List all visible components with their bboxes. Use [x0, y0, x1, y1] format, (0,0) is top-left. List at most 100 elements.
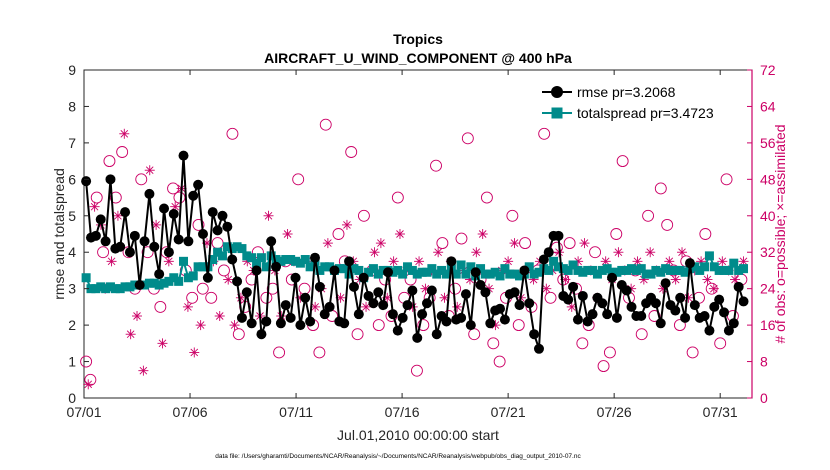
totalspread-point [719, 265, 729, 275]
obs-assimilated-point [717, 256, 728, 267]
obs-assimilated-point [683, 292, 694, 303]
totalspread-point [242, 251, 252, 261]
obs-possible-point [410, 364, 423, 377]
obs-possible-point [97, 246, 110, 259]
totalspread-point [91, 284, 101, 294]
obs-possible-point [372, 319, 385, 332]
chart-subtitle: AIRCRAFT_U_WIND_COMPONENT @ 400 hPa [264, 50, 572, 66]
totalspread-point [183, 273, 193, 283]
obs-assimilated-point [106, 256, 117, 267]
totalspread-point [101, 284, 111, 294]
y-axis-right: 0 8 16 24 32 40 48 56 64 72 [747, 62, 776, 406]
rmse-point [246, 318, 257, 329]
totalspread-point [480, 269, 490, 279]
rmse-point [266, 236, 277, 247]
obs-possible-point [232, 328, 245, 341]
rmse-point [251, 265, 262, 276]
obs-possible-point [186, 291, 199, 304]
totalspread-point [695, 265, 705, 275]
obs-assimilated-point [282, 229, 293, 239]
totalspread-point [592, 269, 602, 279]
rmse-point [207, 207, 218, 218]
obs-possible-point [192, 218, 205, 231]
obs-assimilated-point [677, 247, 688, 258]
obs-possible-point [550, 241, 563, 254]
totalspread-point [631, 265, 641, 275]
totalspread-point [81, 273, 91, 283]
obs-assimilated-point [89, 201, 100, 212]
rmse-point [465, 320, 476, 331]
obs-assimilated-point [708, 283, 719, 294]
obs-assimilated-point [702, 274, 713, 285]
obs-possible-point [391, 191, 404, 204]
rmse-point [538, 254, 549, 265]
y-left-tick-label: 9 [68, 62, 76, 78]
obs-possible-point [141, 246, 154, 259]
totalspread-point [154, 280, 164, 290]
totalspread-point [407, 265, 417, 275]
rmse-point [368, 298, 379, 309]
y-right-tick-label: 32 [760, 244, 776, 260]
obs-assimilated-point [144, 165, 155, 176]
obs-possible-point [332, 228, 345, 240]
obs-assimilated-point [125, 329, 136, 340]
totalspread-point [495, 271, 505, 281]
rmse-point [680, 312, 691, 323]
rmse-point [509, 287, 520, 298]
rmse-point [383, 267, 394, 278]
y-left-tick-label: 7 [68, 135, 76, 151]
obs-assimilated-point [132, 311, 143, 321]
totalspread-point [714, 265, 724, 275]
obs-possible-point [80, 355, 93, 368]
rmse-point [280, 300, 291, 311]
totalspread-point [524, 262, 534, 272]
y-right-tick-label: 24 [760, 281, 776, 297]
rmse-point [363, 290, 374, 301]
rmse-point [738, 296, 749, 307]
y-right-tick-label: 72 [760, 62, 776, 78]
totalspread-point [427, 264, 437, 274]
totalspread-point [276, 256, 286, 266]
totalspread-point [368, 264, 378, 274]
totalspread-point [188, 271, 198, 281]
rmse-point [684, 258, 695, 269]
obs-possible-point [597, 360, 610, 373]
y-left-tick-label: 4 [68, 244, 76, 260]
obs-assimilated-point [670, 274, 681, 285]
totalspread-point [291, 256, 301, 266]
totalspread-point [617, 265, 627, 275]
rmse-point [358, 272, 369, 283]
obs-possible-point [673, 319, 686, 332]
totalspread-point [573, 265, 583, 275]
rmse-point [582, 316, 593, 327]
obs-assimilated-point [471, 247, 482, 258]
rmse-point [373, 287, 384, 298]
obs-assimilated-point [229, 320, 240, 331]
totalspread-point [568, 260, 578, 270]
obs-possible-point [714, 337, 727, 350]
totalspread-point [665, 265, 675, 275]
obs-possible-point [292, 173, 305, 186]
totalspread-point [213, 247, 223, 257]
rmse-point [733, 281, 744, 292]
y-left-tick-label: 2 [68, 317, 76, 333]
obs-possible-point [109, 191, 122, 204]
plot-area [83, 69, 753, 399]
rmse-point [256, 329, 267, 340]
x-axis: 07/01 07/06 07/11 07/16 07/21 07/26 07/31 [66, 70, 738, 420]
rmse-point [232, 276, 243, 287]
totalspread-point [159, 278, 169, 288]
totalspread-point [295, 258, 305, 268]
obs-possible-point [461, 132, 474, 145]
rmse-point [446, 256, 457, 267]
totalspread-point [690, 262, 700, 272]
totalspread-point [198, 262, 208, 272]
obs-possible-point [563, 237, 576, 250]
rmse-point [485, 318, 496, 329]
obs-possible-point [603, 346, 616, 359]
y-left-tick-label: 3 [68, 281, 76, 297]
totalspread-point [281, 255, 291, 265]
totalspread-point [675, 265, 685, 275]
totalspread-point [490, 267, 500, 277]
obs-possible-point [345, 146, 358, 158]
